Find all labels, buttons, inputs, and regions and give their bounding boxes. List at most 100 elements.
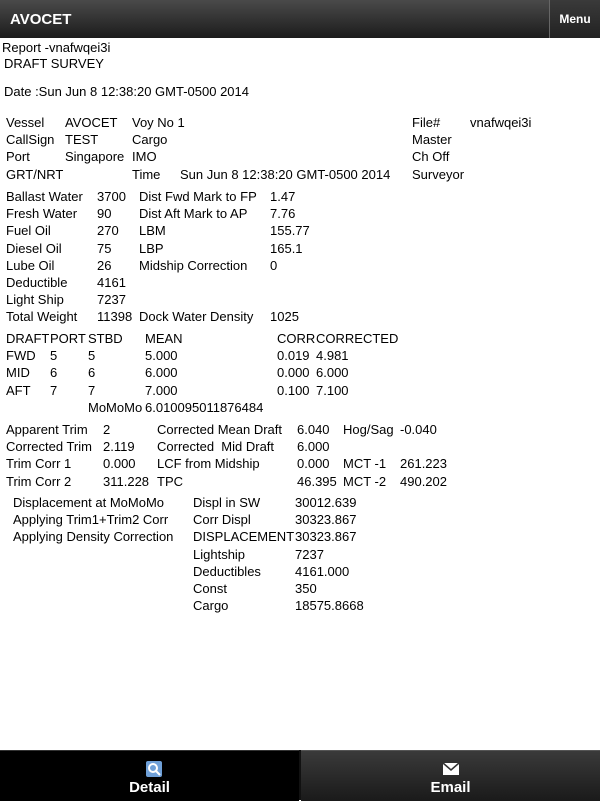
field-label: Light Ship (6, 292, 64, 308)
header-bar: AVOCET Menu (0, 0, 600, 38)
field-value: 5 (50, 348, 58, 364)
field-value: 4.981 (316, 348, 349, 364)
field-label: Dist Fwd Mark to FP (139, 189, 257, 204)
field-value: 1025 (270, 309, 299, 325)
report-id: Report -vnafwqei3i (2, 40, 111, 55)
field-value: 6 (88, 365, 96, 381)
field-label: MCT -2 (343, 473, 387, 489)
field-value: 7.100 (316, 382, 349, 398)
field-value: Corr Displ (193, 512, 251, 528)
field-value: AFT (6, 382, 31, 398)
field-value: 4161 (97, 275, 126, 290)
field-label: 30323.867 (295, 512, 357, 528)
field-label: 350 (295, 581, 317, 596)
field-value: STBD (88, 331, 123, 346)
field-value: 5.000 (145, 348, 178, 364)
field-value: 75 (97, 240, 112, 256)
field-label: GRT/NRT (6, 166, 64, 182)
field-value: TEST (65, 132, 99, 148)
field-value: MID (6, 365, 30, 381)
field-value: MEAN (145, 331, 183, 346)
field-value: 311.228 (103, 473, 150, 489)
field-label: LCF from Midship (157, 456, 260, 472)
field-value: 6.000 (297, 439, 330, 455)
field-label: Time (132, 166, 161, 182)
field-label: Master (412, 132, 452, 148)
field-label: Voy No 1 (132, 115, 185, 130)
field-value: AVOCET (65, 115, 118, 130)
field-label: Applying Density Correction (13, 529, 174, 545)
tab-label: Detail (129, 779, 170, 796)
menu-button[interactable]: Menu (549, 0, 600, 38)
field-value: 6 (50, 365, 58, 381)
field-value: 2 (103, 422, 111, 437)
field-value: 6.010095011876484 (145, 399, 264, 415)
field-value: 2.119 (103, 439, 135, 455)
field-value: Lightship (193, 546, 246, 562)
tab-label: Email (430, 779, 471, 796)
field-label: File# (412, 115, 441, 130)
field-value: 270 (97, 223, 119, 239)
email-tab[interactable]: Email (301, 750, 600, 801)
field-label: IMO (132, 149, 157, 165)
field-label: Midship Correction (139, 257, 248, 273)
field-label: Dock Water Density (139, 309, 254, 325)
field-value: 6.040 (297, 422, 330, 437)
field-label: Applying Trim1+Trim2 Corr (13, 512, 169, 528)
field-label: 18575.8668 (295, 598, 364, 614)
field-label: Trim Corr 1 (6, 456, 72, 472)
field-label: MCT -1 (343, 456, 387, 472)
field-label: Cargo (132, 132, 168, 148)
field-value: 6.000 (316, 365, 349, 381)
field-value: Const (193, 581, 227, 596)
field-label: Ballast Water (6, 189, 83, 204)
field-value: 5 (88, 348, 96, 364)
field-value: Deductibles (193, 563, 261, 579)
field-value: Sun Jun 8 12:38:20 GMT-0500 2014 (180, 166, 391, 182)
field-value: 90 (97, 206, 112, 222)
field-value: 1.47 (270, 189, 296, 204)
tab-bar: Detail Email (0, 750, 600, 801)
field-value: PORT (50, 331, 86, 346)
field-value: 0.000 (103, 456, 136, 472)
field-value: 46.395 (297, 473, 337, 489)
field-value: 0.100 (277, 382, 310, 398)
field-value: DRAFT (6, 331, 50, 346)
field-label: Total Weight (6, 309, 78, 325)
field-label: Trim Corr 2 (6, 473, 72, 489)
field-label: 30012.639 (295, 495, 357, 510)
field-value: DISPLACEMENT (193, 529, 295, 545)
field-label: 7237 (295, 546, 324, 562)
field-value: 7.76 (270, 206, 296, 222)
field-label: Displacement at MoMoMo (13, 495, 164, 510)
field-value: 0.000 (297, 456, 330, 472)
report-date: Date :Sun Jun 8 12:38:20 GMT-0500 2014 (4, 84, 250, 99)
field-value: 490.202 (400, 473, 447, 489)
report-title: DRAFT SURVEY (4, 56, 104, 71)
field-value: 0.019 (277, 348, 310, 364)
field-label: Dist Aft Mark to AP (139, 206, 248, 222)
field-value: 6.000 (145, 365, 178, 381)
field-label: 30323.867 (295, 529, 357, 545)
field-label: LBM (139, 223, 166, 239)
detail-tab[interactable]: Detail (0, 750, 299, 801)
field-label: Corrected Mean Draft (157, 422, 282, 437)
detail-icon (146, 761, 162, 777)
field-label: Vessel (6, 115, 45, 130)
field-label: Lube Oil (6, 257, 55, 273)
field-value: vnafwqei3i (470, 115, 532, 130)
field-label: Fuel Oil (6, 223, 51, 239)
field-label: Apparent Trim (6, 422, 88, 437)
field-label: LBP (139, 240, 164, 256)
field-label: Ch Off (412, 149, 450, 165)
field-label: Fresh Water (6, 206, 78, 222)
field-label: Diesel Oil (6, 240, 62, 256)
field-value: 3700 (97, 189, 126, 204)
field-value: 261.223 (400, 456, 447, 472)
field-label: Surveyor (412, 166, 465, 182)
field-label: Port (6, 149, 30, 165)
field-value: Singapore (65, 149, 125, 165)
field-value: 7 (50, 382, 58, 398)
field-label: TPC (157, 473, 183, 489)
